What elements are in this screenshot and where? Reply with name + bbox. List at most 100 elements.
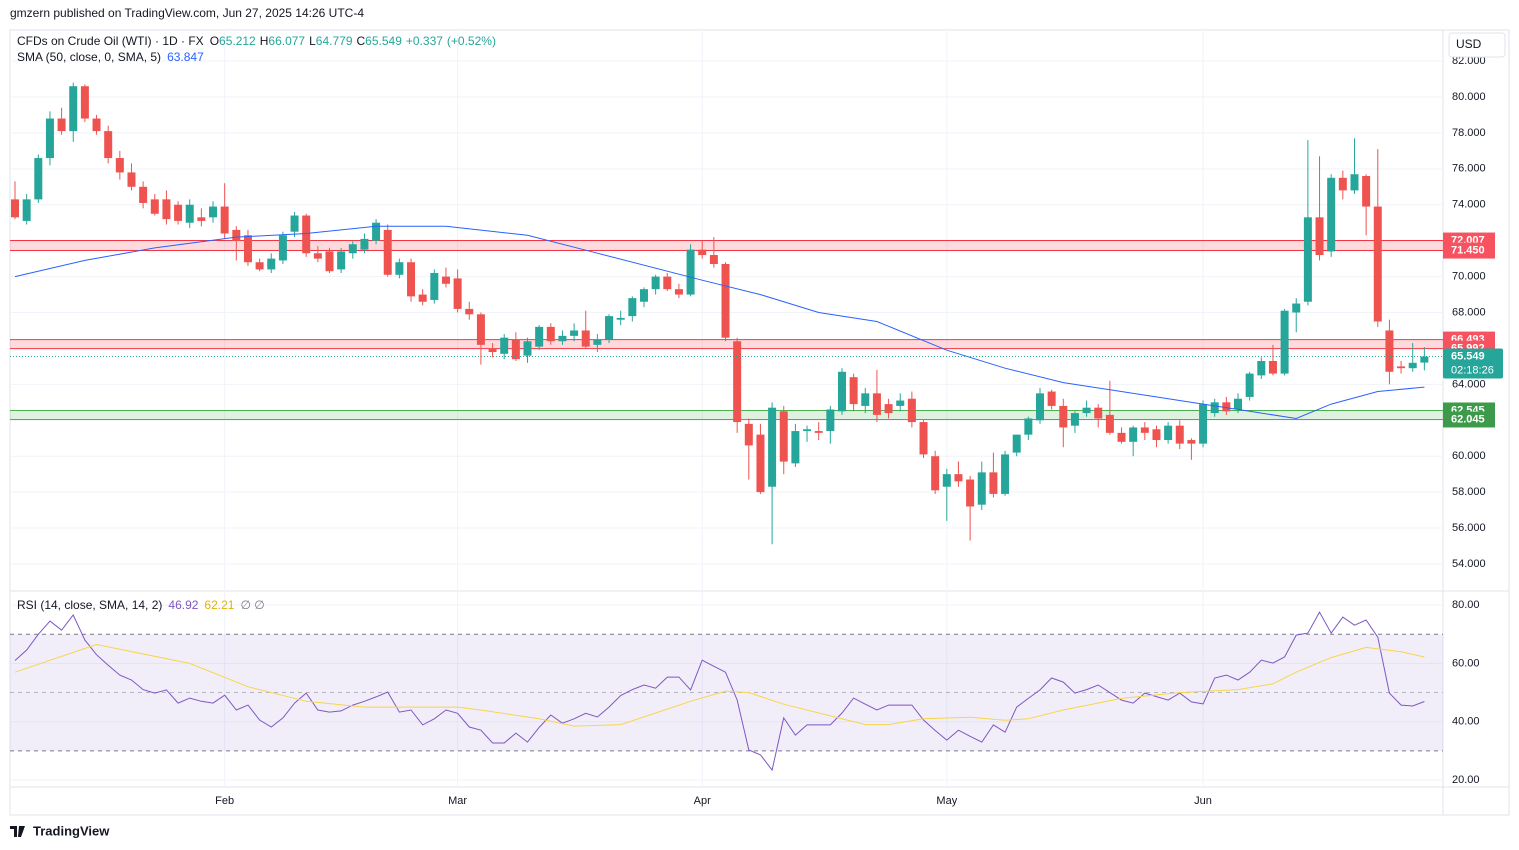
candle-body	[837, 371, 846, 412]
price-box	[1443, 348, 1503, 379]
candle-body	[1024, 418, 1033, 435]
candle-body	[418, 294, 427, 302]
candle-body	[966, 479, 975, 507]
candle-body	[803, 429, 812, 432]
zone-price-label: 71.450	[1451, 244, 1485, 256]
x-tick-label: Apr	[694, 795, 711, 807]
y-tick-label: 60.000	[1452, 450, 1486, 462]
candle-body	[1199, 404, 1208, 444]
brand-logo: TradingView	[10, 823, 110, 838]
currency[interactable]: USD	[1456, 37, 1482, 51]
candle-body	[209, 206, 218, 218]
candle-body	[884, 404, 893, 414]
zone-price-box	[1443, 411, 1495, 428]
candle-body	[441, 276, 450, 284]
candle-body	[942, 474, 951, 487]
legend: CFDs on Crude Oil (WTI) · 1D · FX O65.212…	[17, 34, 496, 612]
brand: TradingView	[33, 823, 110, 838]
x-tick-label: Feb	[215, 795, 234, 807]
x-tick-label: Mar	[448, 795, 467, 807]
rsi-sma-line	[14, 643, 1425, 727]
candle-body	[1105, 414, 1114, 433]
candle-body	[1350, 174, 1359, 191]
currency-button[interactable]	[1448, 32, 1506, 58]
y-tick-label: 82.000	[1452, 55, 1486, 67]
rsi-legend: RSI (14, close, SMA, 14, 2) 46.92 62.21 ∅ ∅	[17, 598, 265, 612]
candle-body	[1268, 361, 1277, 374]
l-prefix: L	[309, 34, 316, 48]
h-value: 66.077	[268, 34, 305, 48]
candle-body	[220, 206, 229, 234]
candle-body	[954, 474, 963, 482]
y-tick-label: 80.000	[1452, 91, 1486, 103]
ohlc-legend: CFDs on Crude Oil (WTI) · 1D · FX O65.212…	[17, 34, 496, 48]
c-prefix: C	[357, 34, 366, 48]
candle-body	[733, 341, 742, 423]
candle-body	[639, 289, 648, 302]
candle-body	[360, 238, 369, 250]
x-tick-label: May	[936, 795, 957, 807]
candle-body	[57, 118, 66, 132]
candle-body	[814, 431, 823, 433]
plot: 54.00056.00058.00060.00062.00064.00066.0…	[10, 30, 1503, 807]
candle-body	[791, 431, 800, 464]
candle-body	[744, 423, 753, 446]
y-tick-label: 54.000	[1452, 558, 1486, 570]
y-tick-label: 58.000	[1452, 486, 1486, 498]
candle-body	[1362, 176, 1371, 207]
candle-body	[313, 253, 322, 259]
candle-body	[1292, 303, 1301, 313]
candle-body	[278, 235, 287, 261]
candle-body	[989, 472, 998, 494]
candle-body	[616, 317, 625, 320]
candle-body	[92, 118, 101, 132]
price-label: 65.549	[1451, 350, 1485, 362]
candle-body	[255, 262, 264, 270]
candle-body	[115, 158, 124, 173]
candle-body	[488, 348, 497, 353]
candle-body	[1152, 429, 1161, 441]
candle-body	[1012, 434, 1021, 453]
candle-body	[1327, 177, 1336, 252]
rsi-extra: ∅ ∅	[240, 598, 264, 612]
candle-body	[1234, 398, 1243, 410]
candle-body	[185, 204, 194, 223]
candle-body	[756, 434, 765, 493]
candle-body	[1059, 405, 1068, 428]
candle-body	[651, 276, 660, 290]
candle-body	[581, 330, 590, 347]
rsi-sma-value: 62.21	[204, 598, 234, 612]
candle-body	[896, 400, 905, 406]
candle-body	[861, 393, 870, 406]
candle-body	[302, 215, 311, 254]
candle-body	[570, 330, 579, 336]
zone-price-label: 62.045	[1451, 413, 1485, 425]
candle-body	[337, 251, 346, 270]
o-prefix: O	[210, 34, 219, 48]
candle-body	[465, 308, 474, 315]
candle-body	[69, 86, 78, 132]
candle-body	[45, 118, 54, 159]
candle-body	[698, 249, 707, 256]
candle-body	[558, 335, 567, 342]
l-value: 64.779	[316, 34, 353, 48]
change-pct: (+0.52%)	[447, 34, 496, 48]
candle-body	[1397, 366, 1406, 369]
candle-body	[1164, 425, 1173, 441]
candle-body	[383, 229, 392, 275]
y-tick-label: 70.000	[1452, 271, 1486, 283]
candle-body	[430, 273, 439, 300]
candle-body	[453, 278, 462, 309]
candle-body	[372, 222, 381, 241]
candle-body	[919, 422, 928, 455]
rsi-tick-label: 40.00	[1452, 716, 1480, 728]
zone	[10, 339, 1443, 349]
candle-body	[1070, 413, 1079, 426]
change: +0.337	[406, 34, 443, 48]
candle-body	[11, 199, 20, 218]
published-line: gmzern published on TradingView.com, Jun…	[10, 6, 364, 20]
candle-body	[1187, 440, 1196, 444]
candle-body	[34, 158, 43, 200]
candle-body	[1129, 427, 1138, 442]
